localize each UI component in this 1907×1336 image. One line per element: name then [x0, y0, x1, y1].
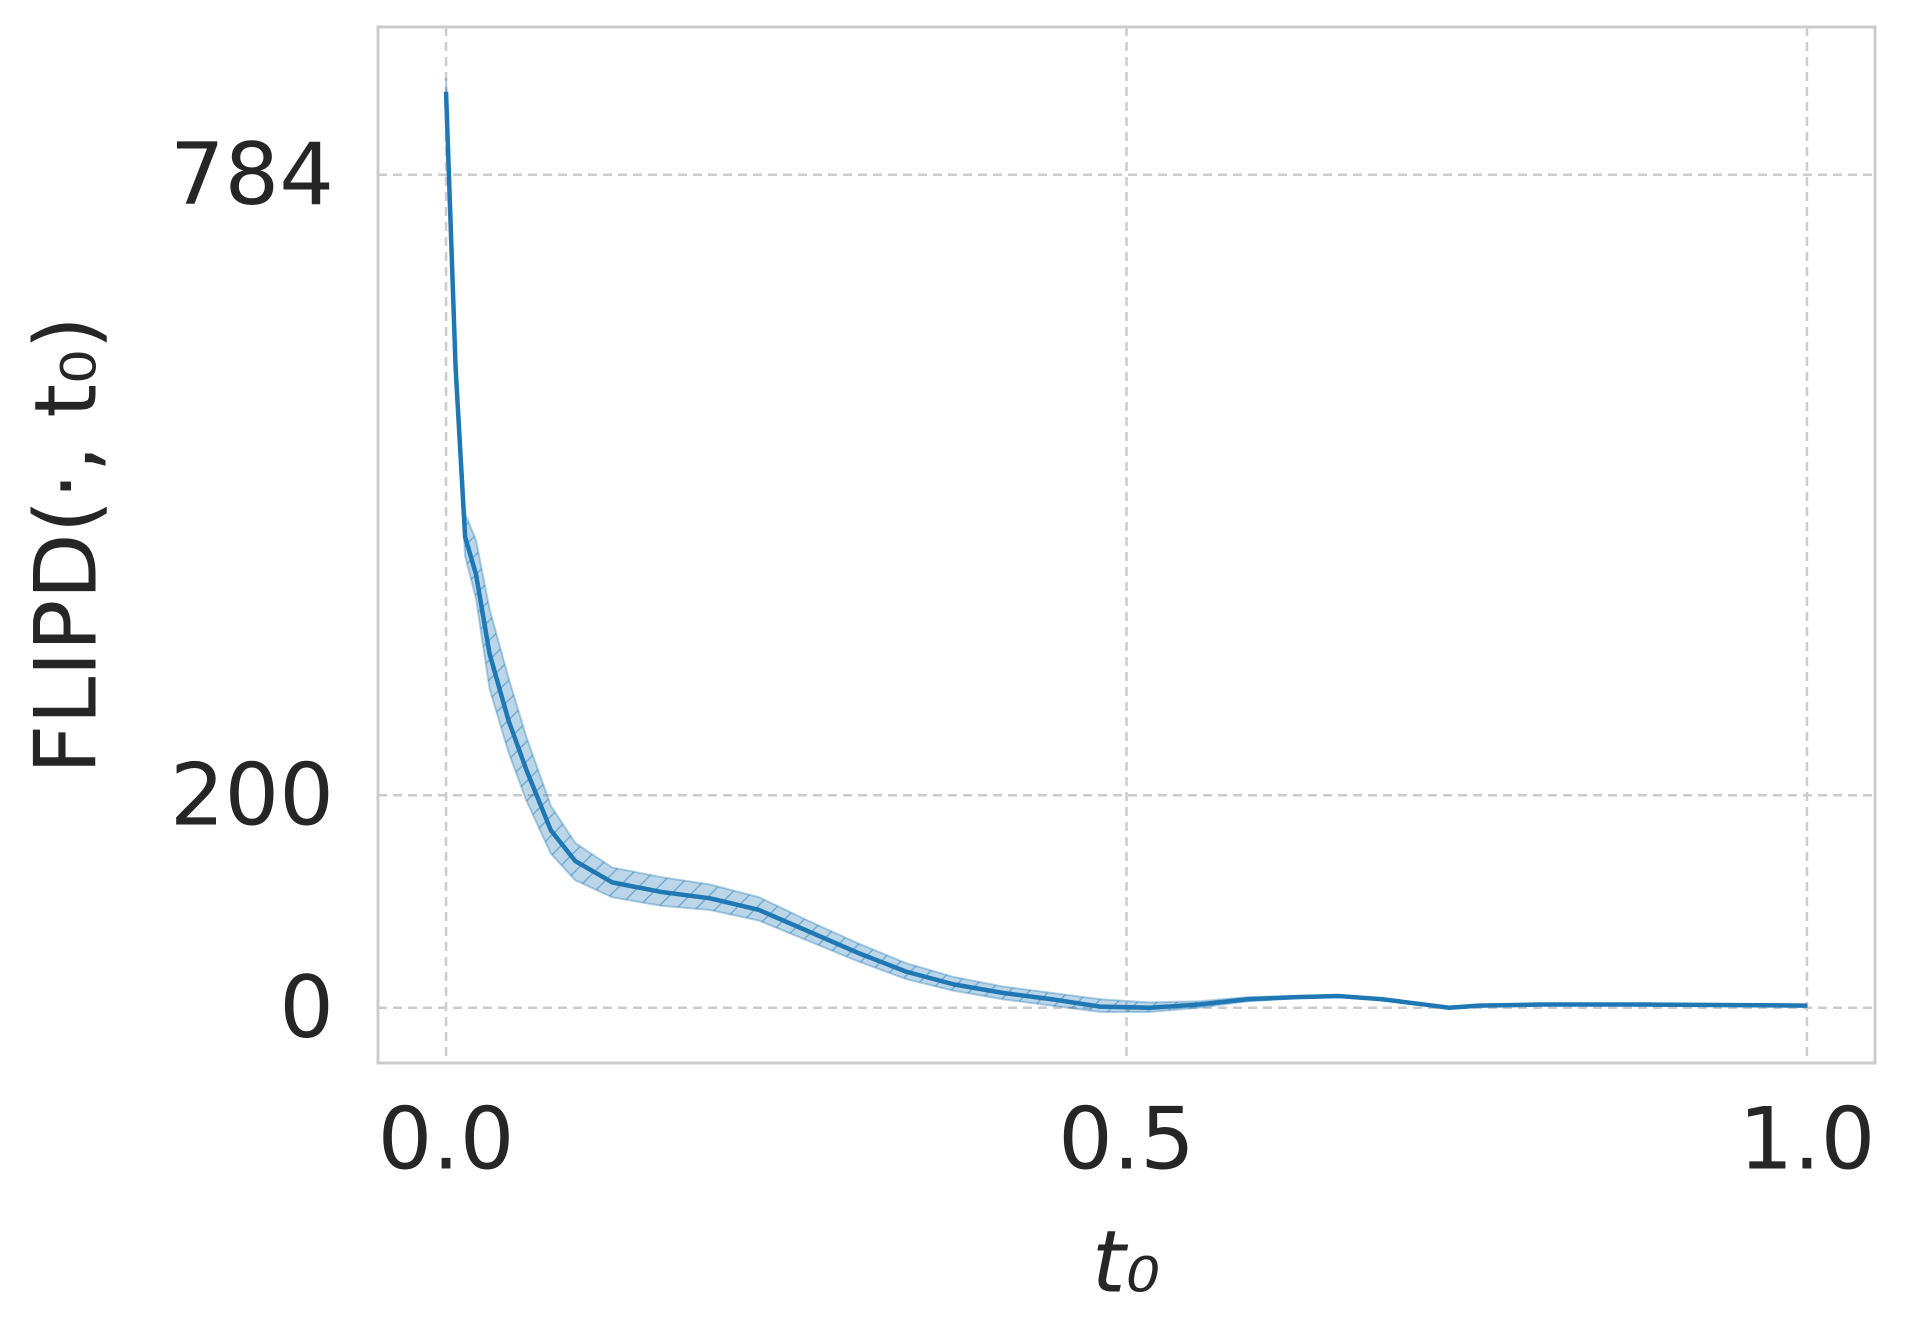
- confidence-band: [445, 77, 1808, 1013]
- y-tick-label: 0: [279, 958, 334, 1058]
- data-line: [443, 91, 1807, 1010]
- x-axis-label: t₀: [1092, 1212, 1160, 1312]
- y-tick-label: 200: [170, 746, 334, 846]
- y-axis-label: FLIPD(·, t₀): [16, 316, 116, 774]
- x-tick-label: 0.5: [1058, 1089, 1195, 1189]
- y-tick-label: 784: [170, 125, 334, 225]
- x-tick-label: 1.0: [1739, 1089, 1876, 1189]
- x-tick-label: 0.0: [378, 1089, 515, 1189]
